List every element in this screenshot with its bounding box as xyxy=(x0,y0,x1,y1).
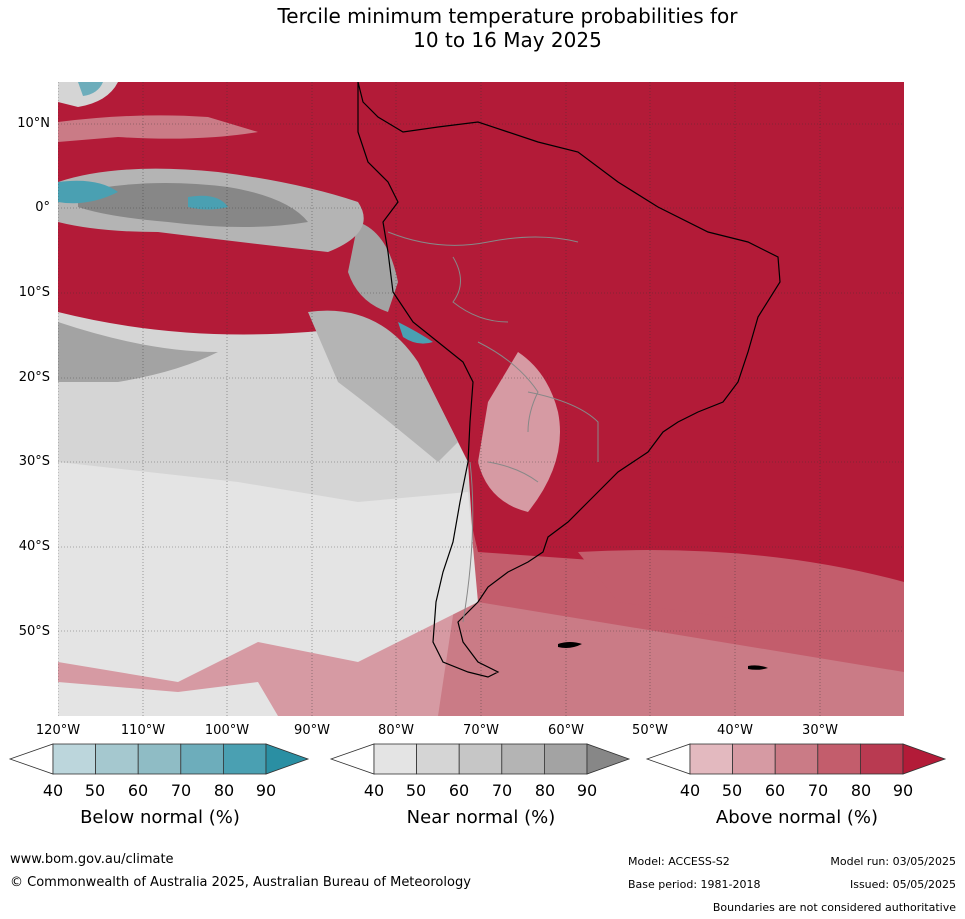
colorbar-segment xyxy=(543,743,588,775)
lat-label-10s: 10°S xyxy=(18,285,50,300)
tick-label: 80 xyxy=(534,781,556,800)
lat-label-20s: 20°S xyxy=(18,370,50,385)
tick-label: 50 xyxy=(721,781,743,800)
lon-label-110w: 110°W xyxy=(120,723,166,738)
tick-label: 90 xyxy=(255,781,277,800)
lon-label-50w: 50°W xyxy=(632,723,668,738)
tick-label: 60 xyxy=(764,781,786,800)
lon-label-100w: 100°W xyxy=(204,723,250,738)
tick-label: 70 xyxy=(491,781,513,800)
south-georgia xyxy=(748,665,768,670)
legend-title-above: Above normal (%) xyxy=(715,807,879,828)
probability-map xyxy=(58,82,904,716)
colorbar-extend-low xyxy=(329,743,375,775)
colorbar-segment xyxy=(95,743,139,775)
lat-label-30s: 30°S xyxy=(18,454,50,469)
tick-label: 60 xyxy=(127,781,149,800)
tick-label: 40 xyxy=(679,781,701,800)
legend-title-below: Below normal (%) xyxy=(80,807,240,828)
model-run-date: Model run: 03/05/2025 xyxy=(830,855,956,868)
tick-label: 80 xyxy=(850,781,872,800)
colorbar-segment xyxy=(137,743,182,775)
lon-label-120w: 120°W xyxy=(35,723,81,738)
lon-label-90w: 90°W xyxy=(294,723,330,738)
colorbar-segment xyxy=(52,743,96,775)
region-near-80-coast xyxy=(348,222,398,312)
region-below-80 xyxy=(58,180,118,204)
region-near-50-south xyxy=(58,682,278,716)
tick-label: 40 xyxy=(42,781,64,800)
legend-above-normal xyxy=(645,742,947,782)
lat-label-10n: 10°N xyxy=(17,116,50,131)
colorbar-segment xyxy=(774,743,819,775)
tick-label: 90 xyxy=(892,781,914,800)
map-title: Tercile minimum temperature probabilitie… xyxy=(0,4,965,52)
legend-title-near: Near normal (%) xyxy=(406,807,556,828)
region-below-70-north xyxy=(78,82,103,96)
region-below-80-coast xyxy=(398,322,433,344)
lon-label-30w: 30°W xyxy=(802,723,838,738)
colorbar-segment xyxy=(501,743,545,775)
lon-label-80w: 80°W xyxy=(378,723,414,738)
colorbar-above-normal xyxy=(645,743,947,775)
issued-date: Issued: 05/05/2025 xyxy=(849,878,956,891)
colorbar-extend-high xyxy=(586,743,631,775)
colorbar-extend-low xyxy=(8,743,54,775)
map-canvas xyxy=(58,82,904,716)
lon-label-40w: 40°W xyxy=(717,723,753,738)
coastline xyxy=(357,82,781,678)
colorbar-segment xyxy=(180,743,224,775)
boundary-disclaimer: Boundaries are not considered authoritat… xyxy=(712,901,956,914)
colorbar-segment xyxy=(732,743,776,775)
colorbar-near-normal xyxy=(329,743,631,775)
legend-below-normal xyxy=(8,742,310,782)
colorbar-extend-low xyxy=(645,743,691,775)
tick-label: 60 xyxy=(448,781,470,800)
colorbar-segment xyxy=(416,743,460,775)
colorbar-segment xyxy=(689,743,733,775)
tick-label: 70 xyxy=(807,781,829,800)
map-title-line2: 10 to 16 May 2025 xyxy=(413,28,602,52)
tick-label: 40 xyxy=(363,781,385,800)
falkland-islands xyxy=(558,642,582,648)
colorbar-segment xyxy=(373,743,417,775)
lon-label-60w: 60°W xyxy=(548,723,584,738)
tick-label: 50 xyxy=(84,781,106,800)
copyright-notice: © Commonwealth of Australia 2025, Austra… xyxy=(10,875,471,890)
website-link[interactable]: www.bom.gov.au/climate xyxy=(10,852,174,867)
legend-near-normal xyxy=(329,742,631,782)
colorbar-segment xyxy=(458,743,503,775)
lon-label-70w: 70°W xyxy=(463,723,499,738)
tick-label: 70 xyxy=(170,781,192,800)
region-above-60-north xyxy=(58,115,258,142)
model-name: Model: ACCESS-S2 xyxy=(628,855,730,868)
region-above-70-atlantic xyxy=(578,550,904,642)
colorbar-segment xyxy=(222,743,267,775)
region-near-70 xyxy=(308,310,458,462)
graticule xyxy=(58,82,904,716)
region-above-50-interior xyxy=(478,352,560,512)
colorbar-segment xyxy=(859,743,904,775)
region-below-80-b xyxy=(188,195,228,210)
tick-label: 50 xyxy=(405,781,427,800)
lat-label-50s: 50°S xyxy=(18,624,50,639)
tick-label: 80 xyxy=(213,781,235,800)
colorbar-extend-high xyxy=(902,743,947,775)
lat-label-40s: 40°S xyxy=(18,539,50,554)
map-title-line1: Tercile minimum temperature probabilitie… xyxy=(277,4,738,28)
region-near-50 xyxy=(58,462,478,682)
borders xyxy=(387,231,599,623)
tick-label: 90 xyxy=(576,781,598,800)
base-period: Base period: 1981-2018 xyxy=(628,878,761,891)
lat-label-0: 0° xyxy=(35,200,50,215)
colorbar-extend-high xyxy=(265,743,310,775)
colorbar-segment xyxy=(817,743,861,775)
colorbar-below-normal xyxy=(8,743,310,775)
region-near-80 xyxy=(58,322,218,382)
